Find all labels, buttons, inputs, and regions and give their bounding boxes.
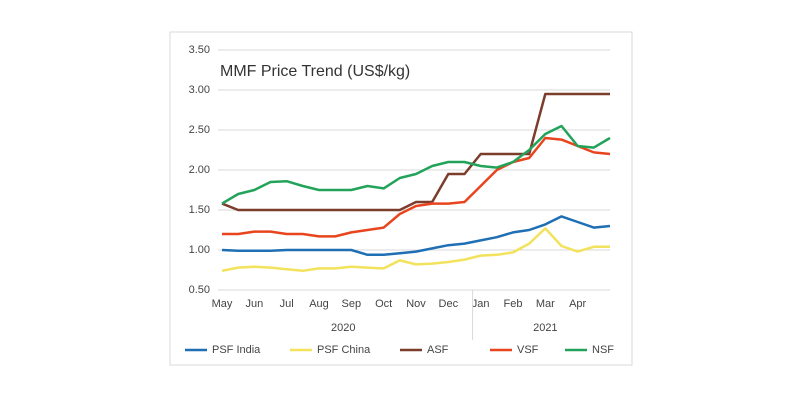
line-series (221, 215, 611, 257)
x-tick-label: Nov (406, 298, 426, 310)
chart-frame (169, 31, 633, 366)
legend-label: VSF (517, 344, 539, 356)
x-tick-label: Jun (245, 298, 263, 310)
x-tick-label: Mar (536, 298, 555, 310)
y-tick-label: 1.00 (189, 244, 210, 256)
x-tick-label: Feb (504, 298, 523, 310)
y-tick-label: 0.50 (189, 284, 210, 296)
y-tick-label: 2.00 (189, 164, 210, 176)
line-series (222, 136, 611, 238)
y-tick-label: 1.50 (189, 204, 210, 216)
y-tick-label: 3.50 (189, 44, 210, 56)
x-tick-label: Dec (439, 298, 459, 310)
legend-label: PSF China (317, 344, 371, 356)
x-tick-label: May (212, 298, 233, 310)
x-tick-label: Aug (309, 298, 329, 310)
y-tick-label: 3.00 (189, 84, 210, 96)
line-series (221, 124, 611, 205)
x-tick-label: Oct (375, 298, 392, 310)
legend-label: PSF India (212, 344, 261, 356)
line-series (221, 227, 610, 273)
y-tick-label: 2.50 (189, 124, 210, 136)
x-tick-label: Apr (569, 298, 586, 310)
x-tick-label: Jul (280, 298, 294, 310)
chart-title: MMF Price Trend (US$/kg) (220, 63, 410, 80)
x-tick-label: Sep (342, 298, 362, 310)
year-label: 2021 (533, 322, 557, 334)
line-series (221, 92, 610, 212)
x-tick-label: Jan (472, 298, 490, 310)
year-label: 2020 (331, 322, 355, 334)
legend-label: NSF (592, 344, 614, 356)
legend-label: ASF (427, 344, 449, 356)
